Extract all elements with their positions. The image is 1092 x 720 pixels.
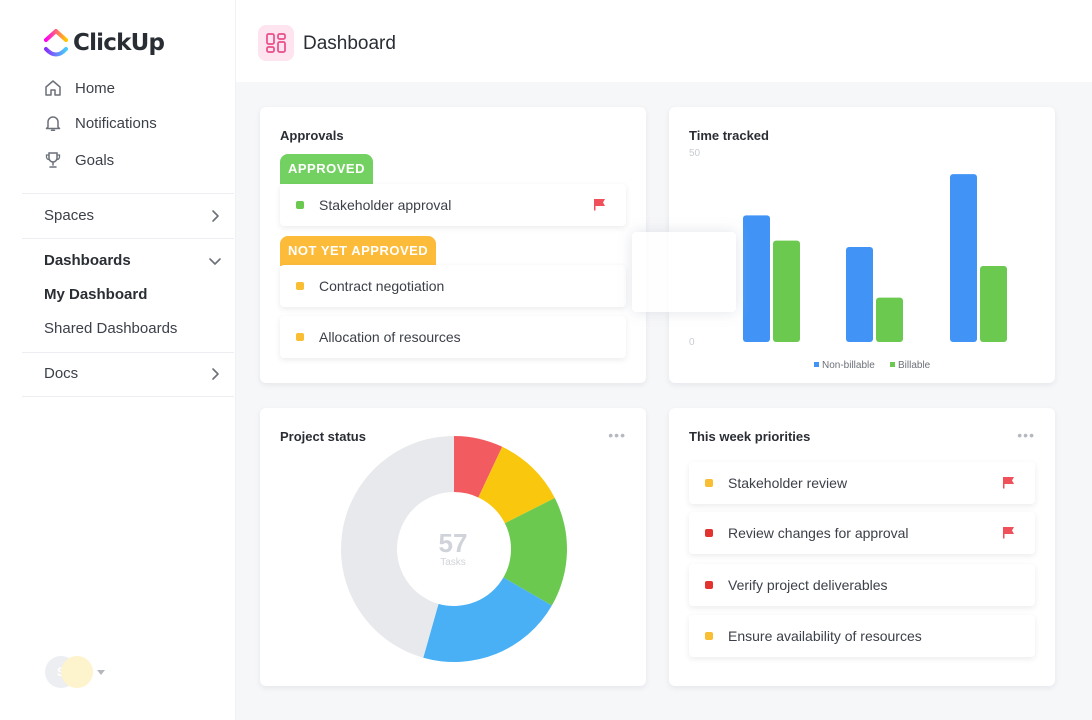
task-label: Allocation of resources (319, 329, 461, 345)
priority-item[interactable]: Verify project deliverables (689, 564, 1035, 606)
donut-segment-todo[interactable] (341, 436, 454, 658)
task-label: Review changes for approval (728, 525, 909, 541)
chevron-down-icon (209, 257, 221, 265)
drag-preview-card (632, 232, 736, 312)
bell-icon (45, 116, 61, 131)
bar-billable[interactable] (876, 297, 903, 342)
approval-item[interactable]: Contract negotiation (280, 265, 626, 307)
spaces-label: Spaces (44, 207, 95, 224)
page-title: Dashboard (303, 33, 396, 54)
sidebar-item-docs[interactable]: Docs (44, 365, 222, 382)
flag-icon[interactable] (593, 198, 606, 211)
home-icon (45, 80, 61, 96)
approvals-card: Approvals APPROVED Stakeholder approval … (260, 107, 646, 383)
status-square (296, 282, 304, 290)
more-icon[interactable]: ••• (608, 427, 626, 443)
trophy-icon (45, 152, 61, 168)
status-square (296, 201, 304, 209)
donut-segment-in-progress[interactable] (478, 446, 555, 524)
header: Dashboard (236, 0, 1092, 82)
docs-label: Docs (44, 365, 79, 382)
app-name: ClickUp (73, 30, 165, 56)
task-label: Stakeholder approval (319, 197, 452, 213)
project-status-card: Project status ••• 57 Tasks (260, 408, 646, 686)
card-title: Project status (280, 429, 366, 444)
nav-home-label: Home (75, 79, 116, 97)
task-total: 57 (438, 528, 468, 558)
time-tracked-chart: 50 0 Non-billable Billable (689, 148, 1007, 371)
sidebar-item-my-dashboard[interactable]: My Dashboard (44, 286, 148, 303)
caret-down-icon (97, 669, 105, 675)
nav-goals-label: Goals (75, 151, 115, 169)
sidebar-item-shared-dashboards[interactable]: Shared Dashboards (44, 320, 178, 337)
approval-item[interactable]: Stakeholder approval (280, 184, 626, 226)
task-total-label: Tasks (440, 557, 466, 568)
legend-swatch (890, 362, 895, 367)
card-title: Approvals (280, 128, 344, 143)
task-label: Ensure availability of resources (728, 628, 922, 644)
donut-segment-review[interactable] (503, 497, 567, 606)
chevron-right-icon (212, 367, 219, 380)
time-tracked-card: Time tracked 50 0 Non-billable Billable (669, 107, 1055, 383)
main-area: Dashboard Approvals APPROVED Stakeholder… (236, 0, 1092, 720)
card-title: Time tracked (689, 128, 769, 143)
sidebar-divider (22, 352, 234, 353)
task-label: Verify project deliverables (728, 577, 888, 593)
task-label: Contract negotiation (319, 278, 445, 294)
donut-segment-complete[interactable] (454, 436, 503, 498)
clickup-logo-icon (44, 29, 68, 57)
user-menu[interactable]: S (45, 656, 105, 688)
approval-item[interactable]: Allocation of resources (280, 316, 626, 358)
legend-swatch (814, 362, 819, 367)
legend-label: Billable (898, 360, 931, 371)
chevron-right-icon (212, 209, 219, 222)
flag-icon[interactable] (1002, 526, 1015, 539)
sidebar-divider (22, 396, 234, 397)
sidebar-item-dashboards[interactable]: Dashboards (44, 252, 222, 269)
nav-notifications-label: Notifications (75, 114, 157, 132)
donut-segment-open[interactable] (423, 577, 552, 663)
bar-billable[interactable] (773, 240, 800, 342)
task-label: Stakeholder review (728, 475, 848, 491)
dashboard-icon (258, 25, 294, 61)
y-tick-label: 0 (689, 337, 695, 348)
bar-non-billable[interactable] (743, 215, 770, 342)
not-approved-badge: NOT YET APPROVED (280, 236, 437, 266)
dashboards-label: Dashboards (44, 252, 131, 269)
avatar (61, 656, 93, 688)
bar-non-billable[interactable] (950, 174, 977, 342)
status-square (705, 479, 713, 487)
clickup-logo[interactable]: ClickUp (44, 28, 165, 58)
approved-badge: APPROVED (280, 154, 373, 184)
status-square (705, 632, 713, 640)
nav-goals[interactable]: Goals (44, 151, 114, 169)
project-status-donut (341, 436, 567, 663)
y-tick-label: 50 (689, 148, 701, 159)
status-square (705, 529, 713, 537)
chart-legend: Non-billable Billable (814, 360, 931, 371)
priority-item[interactable]: Review changes for approval (689, 512, 1035, 554)
sidebar: ClickUp Home Notifications Goals Spaces … (0, 0, 236, 720)
nav-home[interactable]: Home (44, 79, 115, 97)
status-square (296, 333, 304, 341)
priority-item[interactable]: Ensure availability of resources (689, 615, 1035, 657)
sidebar-divider (22, 193, 234, 194)
more-icon[interactable]: ••• (1017, 427, 1035, 443)
donut-center: 57 Tasks (413, 528, 493, 568)
priority-item[interactable]: Stakeholder review (689, 462, 1035, 504)
flag-icon[interactable] (1002, 476, 1015, 489)
sidebar-divider (22, 238, 234, 239)
status-square (705, 581, 713, 589)
bar-non-billable[interactable] (846, 247, 873, 342)
bar-billable[interactable] (980, 266, 1007, 342)
priorities-card: This week priorities ••• Stakeholder rev… (669, 408, 1055, 686)
nav-notifications[interactable]: Notifications (44, 114, 157, 132)
legend-label: Non-billable (822, 360, 875, 371)
card-title: This week priorities (689, 429, 811, 444)
sidebar-item-spaces[interactable]: Spaces (44, 207, 222, 224)
